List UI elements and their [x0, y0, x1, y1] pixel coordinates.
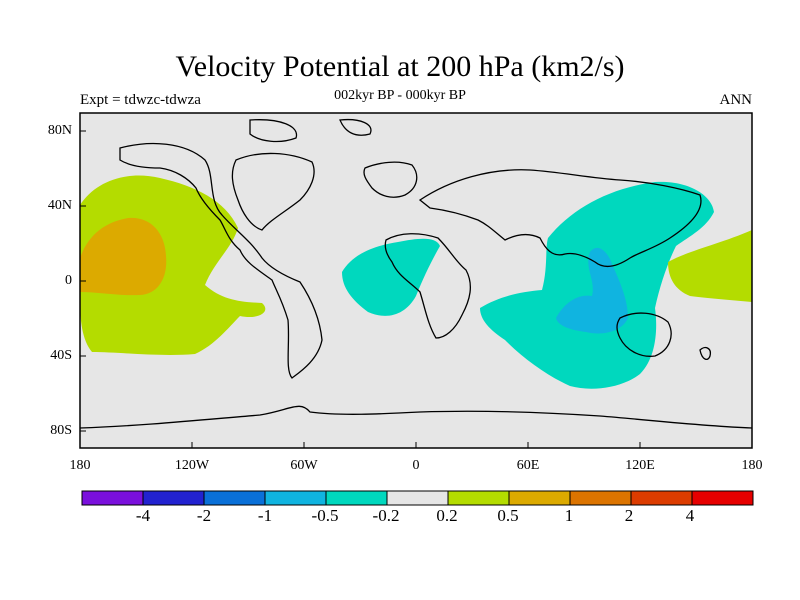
colorbar-label: -2 — [196, 506, 212, 525]
colorbar-label: 0.5 — [497, 506, 519, 525]
lon-label-60w: 60W — [290, 458, 318, 473]
colorbar-box — [630, 490, 693, 506]
colorbar-label: 0.2 — [436, 506, 458, 525]
colorbar-box — [447, 490, 510, 506]
colorbar-box — [142, 490, 205, 506]
lon-label-120e: 120E — [625, 458, 655, 473]
lat-label-0: 0 — [65, 273, 72, 288]
season-label: ANN — [719, 92, 753, 108]
region-north-pacific-core — [80, 217, 167, 296]
chart-title: Velocity Potential at 200 hPa (km2/s) — [175, 50, 625, 83]
colorbar-label: 2 — [624, 506, 634, 525]
colorbar-label: -4 — [135, 506, 151, 525]
chart-subtitle: 002kyr BP - 000kyr BP — [334, 88, 466, 103]
lon-label-0: 0 — [412, 458, 420, 473]
lon-label-120w: 120W — [174, 458, 210, 473]
colorbar-label: -0.2 — [372, 506, 400, 525]
region-atlantic-negative — [342, 238, 440, 316]
colorbar-box — [508, 490, 571, 506]
region-maritime-continent-core — [556, 247, 628, 334]
lon-label-180w: 180 — [69, 458, 91, 473]
coastlines — [80, 118, 752, 429]
region-west-pacific-positive — [668, 230, 752, 302]
colorbar-box — [569, 490, 632, 506]
lon-label-180e: 180 — [741, 458, 763, 473]
experiment-label: Expt = tdwzc-tdwza — [80, 92, 201, 108]
lon-label-60e: 60E — [516, 458, 540, 473]
contour-layer — [80, 118, 752, 429]
colorbar-box — [386, 490, 449, 506]
lat-label-80n: 80N — [47, 123, 72, 138]
colorbar-label: -0.5 — [311, 506, 339, 525]
colorbar-label: 4 — [685, 506, 695, 525]
axis-ticks — [79, 130, 753, 448]
lat-label-40n: 40N — [47, 198, 72, 213]
lat-label-40s: 40S — [50, 348, 72, 363]
colorbar-label: -1 — [257, 506, 273, 525]
colorbar — [81, 490, 754, 506]
colorbar-box — [81, 490, 144, 506]
colorbar-label: 1 — [564, 506, 574, 525]
lat-label-80s: 80S — [50, 423, 72, 438]
colorbar-box — [691, 490, 754, 506]
colorbar-box — [325, 490, 388, 506]
colorbar-box — [203, 490, 266, 506]
colorbar-box — [264, 490, 327, 506]
